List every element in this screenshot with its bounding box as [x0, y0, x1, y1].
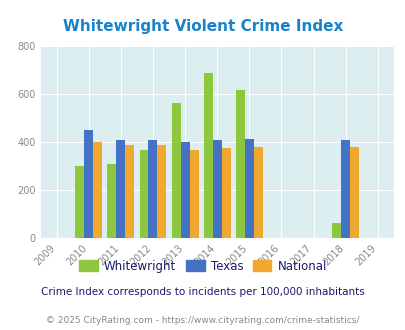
- Bar: [203, 74, 212, 238]
- Bar: [148, 140, 157, 238]
- Bar: [253, 147, 262, 238]
- Bar: [349, 147, 358, 238]
- Bar: [116, 140, 125, 238]
- Bar: [84, 130, 93, 238]
- Bar: [235, 90, 244, 238]
- Bar: [212, 141, 221, 238]
- Bar: [221, 148, 230, 238]
- Bar: [107, 164, 116, 238]
- Bar: [331, 223, 340, 238]
- Bar: [180, 142, 189, 238]
- Bar: [93, 142, 102, 238]
- Bar: [157, 145, 166, 238]
- Legend: Whitewright, Texas, National: Whitewright, Texas, National: [75, 255, 330, 278]
- Bar: [125, 145, 134, 238]
- Bar: [75, 166, 84, 238]
- Bar: [189, 150, 198, 238]
- Text: © 2025 CityRating.com - https://www.cityrating.com/crime-statistics/: © 2025 CityRating.com - https://www.city…: [46, 315, 359, 325]
- Bar: [244, 139, 253, 238]
- Bar: [340, 140, 349, 238]
- Text: Crime Index corresponds to incidents per 100,000 inhabitants: Crime Index corresponds to incidents per…: [41, 287, 364, 297]
- Bar: [171, 103, 180, 238]
- Text: Whitewright Violent Crime Index: Whitewright Violent Crime Index: [63, 19, 342, 34]
- Bar: [139, 150, 148, 238]
